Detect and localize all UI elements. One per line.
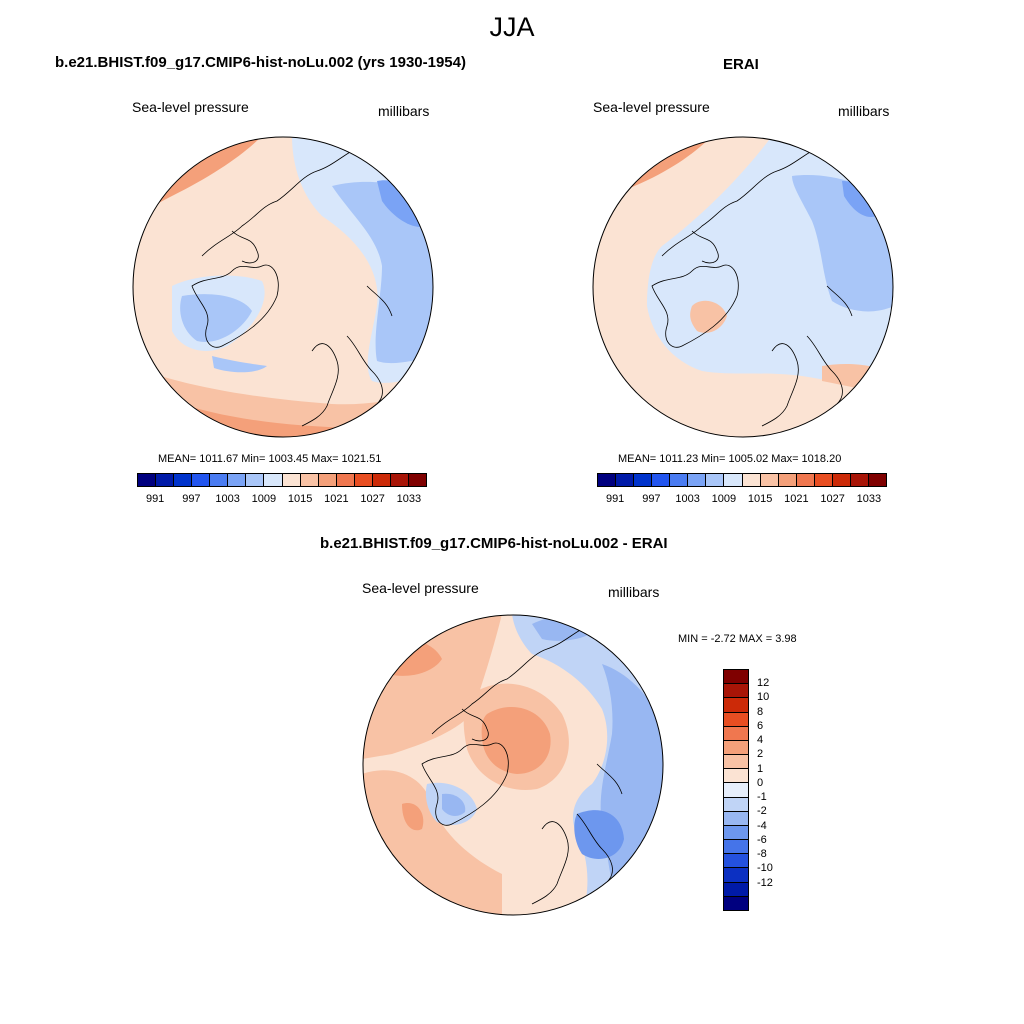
- panel-3-colorbar-swatch: [724, 825, 748, 841]
- panel-2-colorbar-tick-label: 1033: [856, 493, 882, 505]
- panel-3-colorbar-tick-label: 6: [757, 719, 764, 732]
- panel-3-colorbar: 12 10 8 6 4 2 1 0 -1 -2 -4 -6 -8 -10 -12: [723, 669, 773, 911]
- panel-3-colorbar-tick-label: -2: [757, 805, 767, 818]
- panel-1-colorbar-swatch: [174, 474, 193, 486]
- panel-2-colorbar-swatch: [670, 474, 689, 486]
- panel-2-colorbar-swatch: [742, 474, 761, 486]
- panel-2-colorbar-tick-label: 991: [605, 493, 625, 505]
- panel-3-colorbar-swatch: [724, 840, 748, 855]
- panel-3-colorbar-tick-label: 4: [757, 734, 764, 747]
- panel-3-colorbar-tick-label: 12: [757, 677, 770, 690]
- panel-2-colorbar-swatch: [796, 474, 815, 486]
- panel-1-variable-label: Sea-level pressure: [132, 99, 249, 115]
- panel-3-colorbar-swatch: [724, 811, 748, 826]
- panel-1-colorbar: 991 997 1003 1009 1015 1021 1027 1033: [137, 473, 427, 507]
- panel-3-colorbar-tick-label: -8: [757, 848, 767, 861]
- panel-3-colorbar-tick-label: -12: [757, 876, 773, 889]
- panel-3-colorbar-tick-label: 1: [757, 762, 764, 775]
- panel-1-colorbar-tick-label: 1021: [324, 493, 349, 505]
- panel-3-colorbar-swatch: [724, 896, 748, 910]
- panel-3-colorbar-tick-label: 8: [757, 705, 764, 718]
- panel-2-colorbar-swatch: [778, 474, 797, 486]
- panel-1-polar-map: [132, 136, 434, 438]
- panel-3-colorbar-swatch: [724, 868, 748, 883]
- panel-1-colorbar-tick-label: 1009: [251, 493, 277, 505]
- panel-2-colorbar-swatch: [814, 474, 833, 486]
- panel-1-stats: MEAN= 1011.67 Min= 1003.45 Max= 1021.51: [158, 453, 382, 465]
- panel-1-unit-label: millibars: [378, 103, 430, 119]
- panel-2-variable-label: Sea-level pressure: [593, 99, 710, 115]
- panel-1-colorbar-swatch: [354, 474, 373, 486]
- panel-2-colorbar-swatch: [652, 474, 671, 486]
- panel-1-colorbar-swatch: [372, 474, 391, 486]
- panel-3-colorbar-swatch: [724, 769, 748, 784]
- panel-1-colorbar-tick-label: 1003: [215, 493, 240, 505]
- panel-3-polar-map: [362, 614, 664, 916]
- panel-2-colorbar-tick-label: 1015: [747, 493, 773, 505]
- panel-1-colorbar-swatch: [228, 474, 247, 486]
- panel-2-colorbar-swatch: [760, 474, 779, 486]
- panel-3-colorbar-swatch: [724, 797, 748, 812]
- panel-2-colorbar-swatch: [634, 474, 653, 486]
- panel-3-colorbar-tick-label: -10: [757, 862, 773, 875]
- panel-2-colorbar-swatch: [832, 474, 851, 486]
- panel-2-polar-map: [592, 136, 894, 438]
- panel-1-colorbar-swatch: [300, 474, 319, 486]
- panel-1-colorbar-swatch: [192, 474, 211, 486]
- panel-3-colorbar-tick-label: 0: [757, 776, 764, 789]
- panel-1-colorbar-tick-label: 1015: [287, 493, 313, 505]
- panel-2-colorbar-tick-label: 1009: [711, 493, 737, 505]
- panel-3-variable-label: Sea-level pressure: [362, 580, 479, 596]
- panel-2-colorbar-tick-label: 1003: [675, 493, 700, 505]
- panel-3-colorbar-tick-label: 10: [757, 691, 770, 704]
- panel-3-colorbar-swatch: [724, 698, 748, 713]
- panel-3-colorbar-tick-label: 2: [757, 748, 764, 761]
- panel-3-colorbar-swatch: [724, 783, 748, 798]
- panel-3-colorbar-swatch: [724, 726, 748, 741]
- panel-2-colorbar-swatch: [850, 474, 869, 486]
- panel-3-colorbar-tick-label: -4: [757, 819, 767, 832]
- panel-2-colorbar-tick-label: 1027: [820, 493, 845, 505]
- panel-1-colorbar-tick-label: 1027: [360, 493, 385, 505]
- panel-3-colorbar-swatch: [724, 712, 748, 727]
- panel-3-colorbar-swatch: [724, 670, 748, 685]
- panel-1-colorbar-swatch: [282, 474, 301, 486]
- panel-3-unit-label: millibars: [608, 584, 660, 600]
- panel-1-colorbar-tick-label: 991: [145, 493, 165, 505]
- panel-3-colorbar-swatch: [724, 882, 748, 897]
- panel-2-colorbar-swatch: [724, 474, 743, 486]
- panel-1-colorbar-swatch: [408, 474, 426, 486]
- panel-3-colorbar-swatch: [724, 854, 748, 869]
- panel-3-colorbar-tick-label: -1: [757, 791, 767, 804]
- panel-2-unit-label: millibars: [838, 103, 890, 119]
- panel-1-colorbar-swatch: [156, 474, 175, 486]
- panel-3-colorbar-swatch: [724, 684, 748, 699]
- panel-1-colorbar-tick-label: 997: [182, 493, 201, 505]
- panel-1-colorbar-swatch: [336, 474, 355, 486]
- panel-1-colorbar-swatch: [318, 474, 337, 486]
- panel-2-colorbar: 991 997 1003 1009 1015 1021 1027 1033: [597, 473, 887, 507]
- figure-title: JJA: [489, 12, 535, 42]
- panel-3-colorbar-swatch: [724, 755, 748, 770]
- panel-2-stats: MEAN= 1011.23 Min= 1005.02 Max= 1018.20: [618, 453, 842, 465]
- panel-1-colorbar-swatch: [138, 474, 157, 486]
- panel-2-colorbar-tick-label: 997: [642, 493, 661, 505]
- panel-2-title: ERAI: [723, 56, 759, 73]
- panel-2-colorbar-swatch: [688, 474, 707, 486]
- panel-2-colorbar-swatch: [616, 474, 635, 486]
- panel-2-colorbar-swatch: [868, 474, 886, 486]
- panel-1-colorbar-tick-label: 1033: [396, 493, 422, 505]
- panel-2-colorbar-tick-label: 1021: [784, 493, 809, 505]
- panel-3-colorbar-swatch: [724, 740, 748, 756]
- panel-1-colorbar-swatch: [246, 474, 265, 486]
- panel-1-colorbar-swatch: [210, 474, 229, 486]
- panel-1-colorbar-swatch: [390, 474, 409, 486]
- panel-2-colorbar-swatch: [598, 474, 617, 486]
- panel-3-stats: MIN = -2.72 MAX = 3.98: [678, 633, 797, 645]
- panel-3-title: b.e21.BHIST.f09_g17.CMIP6-hist-noLu.002 …: [320, 535, 668, 552]
- panel-1-colorbar-swatch: [264, 474, 283, 486]
- panel-2-colorbar-swatch: [706, 474, 725, 486]
- panel-3-colorbar-tick-label: -6: [757, 833, 767, 846]
- panel-1-title: b.e21.BHIST.f09_g17.CMIP6-hist-noLu.002 …: [55, 54, 466, 71]
